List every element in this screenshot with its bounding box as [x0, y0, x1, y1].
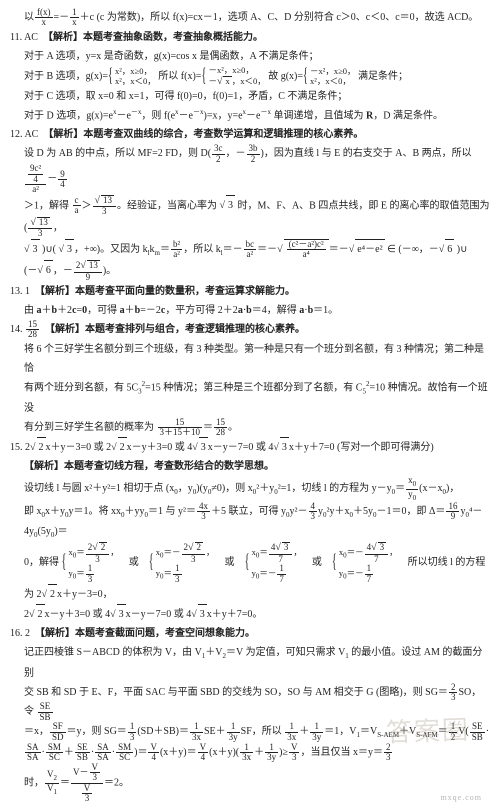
q12-p4: (－6，－2139)。: [10, 260, 490, 282]
q15-p3: 0，解得 x0＝223，y0＝13 或 x0＝－223，y0＝13 或 x0＝4…: [10, 542, 490, 604]
pre-line: 以f(x)x=－1x＋c (c 为常数)，所以 f(x)=cx－1，选项 A、C…: [10, 8, 490, 28]
q14-head: 14. 1528 【解析】本题考查排列与组合，考查逻辑推理的核心素养。: [10, 320, 490, 340]
q12-p2: ＞1，解得 ca＞133。经验证，当离心率为 3 时，M、F、A、B 四点共线，…: [10, 195, 490, 239]
q13-head: 13. 1 【解析】本题考查平面向量的数量积，考查运算求解能力。: [10, 282, 490, 301]
q13-p1: 由 a＋b＋2c=0，可得 a＋b=－2c，平方可得 2＋2a·b＝4，解得 a…: [10, 301, 490, 320]
q15-p2: 即 x0x＋y0y＝1。将 xx0＋yy0＝1 与 y²＝4x3＋5 联立，可得…: [10, 502, 490, 543]
q14-p1: 将 6 个三好学生名额分到三个班级，有 3 种类型。第一种是只有一个班分到名额，…: [10, 340, 490, 378]
footer-url: mxqe.com: [440, 790, 482, 805]
q11-a: 对于 A 选项，y=x 是奇函数，g(x)=cos x 是偶函数，A 不满足条件…: [10, 47, 490, 66]
q15-head: 15. 22x＋y－3=0 或 22x－y＋3=0 或 43x－y－7=0 或 …: [10, 437, 490, 457]
q12-head: 12. AC 【解析】本题考查双曲线的综合，考查数学运算和逻辑推理的核心素养。: [10, 125, 490, 144]
q16-p3: ＝x，SFSD＝y，则 SG＝13(SD＋SB)＝13xSE＋13ySF，所以 …: [10, 722, 490, 743]
q16-p4: SASA·SMSC＋SESB·SASA·SMSC)＝V4(x＋y)＝V4(x＋y…: [10, 743, 490, 763]
q16-p2: 交 SB 和 SD 于 E、F，平面 SAC 与平面 SBD 的交线为 SO，S…: [10, 683, 490, 723]
q16-p5: 时，V2V1＝V－V3V3＝2。: [10, 763, 490, 804]
q16-head: 16. 2 【解析】本题考查截面问题，考查空间想象能力。: [10, 624, 490, 643]
q11-head: 11. AC 【解析】本题考查抽象函数，考查抽象概括能力。: [10, 28, 490, 47]
q12-p3: 3 )∪( 3，+∞)。又因为 klkm＝b²a²，所以 kl＝－bca²＝－(…: [10, 239, 490, 261]
q15-p1: 设切线 l 与圆 x²＋y²=1 相切于点 (x0，y0)(y0≠0)，则 x0…: [10, 476, 490, 501]
q16-p1: 记正四棱锥 S－ABCD 的体积为 V，由 V1＋V2＝V 为定值，可知只需求 …: [10, 643, 490, 682]
q12-p1: 设 D 为 AB 的中点，所以 MF=2 FD，则 D(3c2，－3b2)，因为…: [10, 144, 490, 194]
q11-c: 对于 C 选项，取 x=0 和 x=1，可得 f(0)=0，f(0)=1，矛盾，…: [10, 87, 490, 106]
q15-p4: 22x－y＋3=0 或 43x－y－7=0 或 43x＋y＋7=0。: [10, 604, 490, 624]
q15-tag: 【解析】本题考查切线方程，考查数形结合的数学思想。: [10, 457, 490, 476]
q14-p3: 有分到三好学生名额的概率为 153＋15＋10＝1528。: [10, 418, 490, 438]
q11-b: 对于 B 选项，g(x)=x²，x≥0，x²，x＜0， 所以 f(x)=－x²，…: [10, 66, 490, 87]
q14-p2: 有两个班分到名额，有 5C32=15 种情况；第三种是三个班都分到了名额，有 C…: [10, 378, 490, 418]
q11-d: 对于 D 选项，g(x)=ex－e－x，则 f(ex－e－x)=x，y=ex－e…: [10, 106, 490, 125]
